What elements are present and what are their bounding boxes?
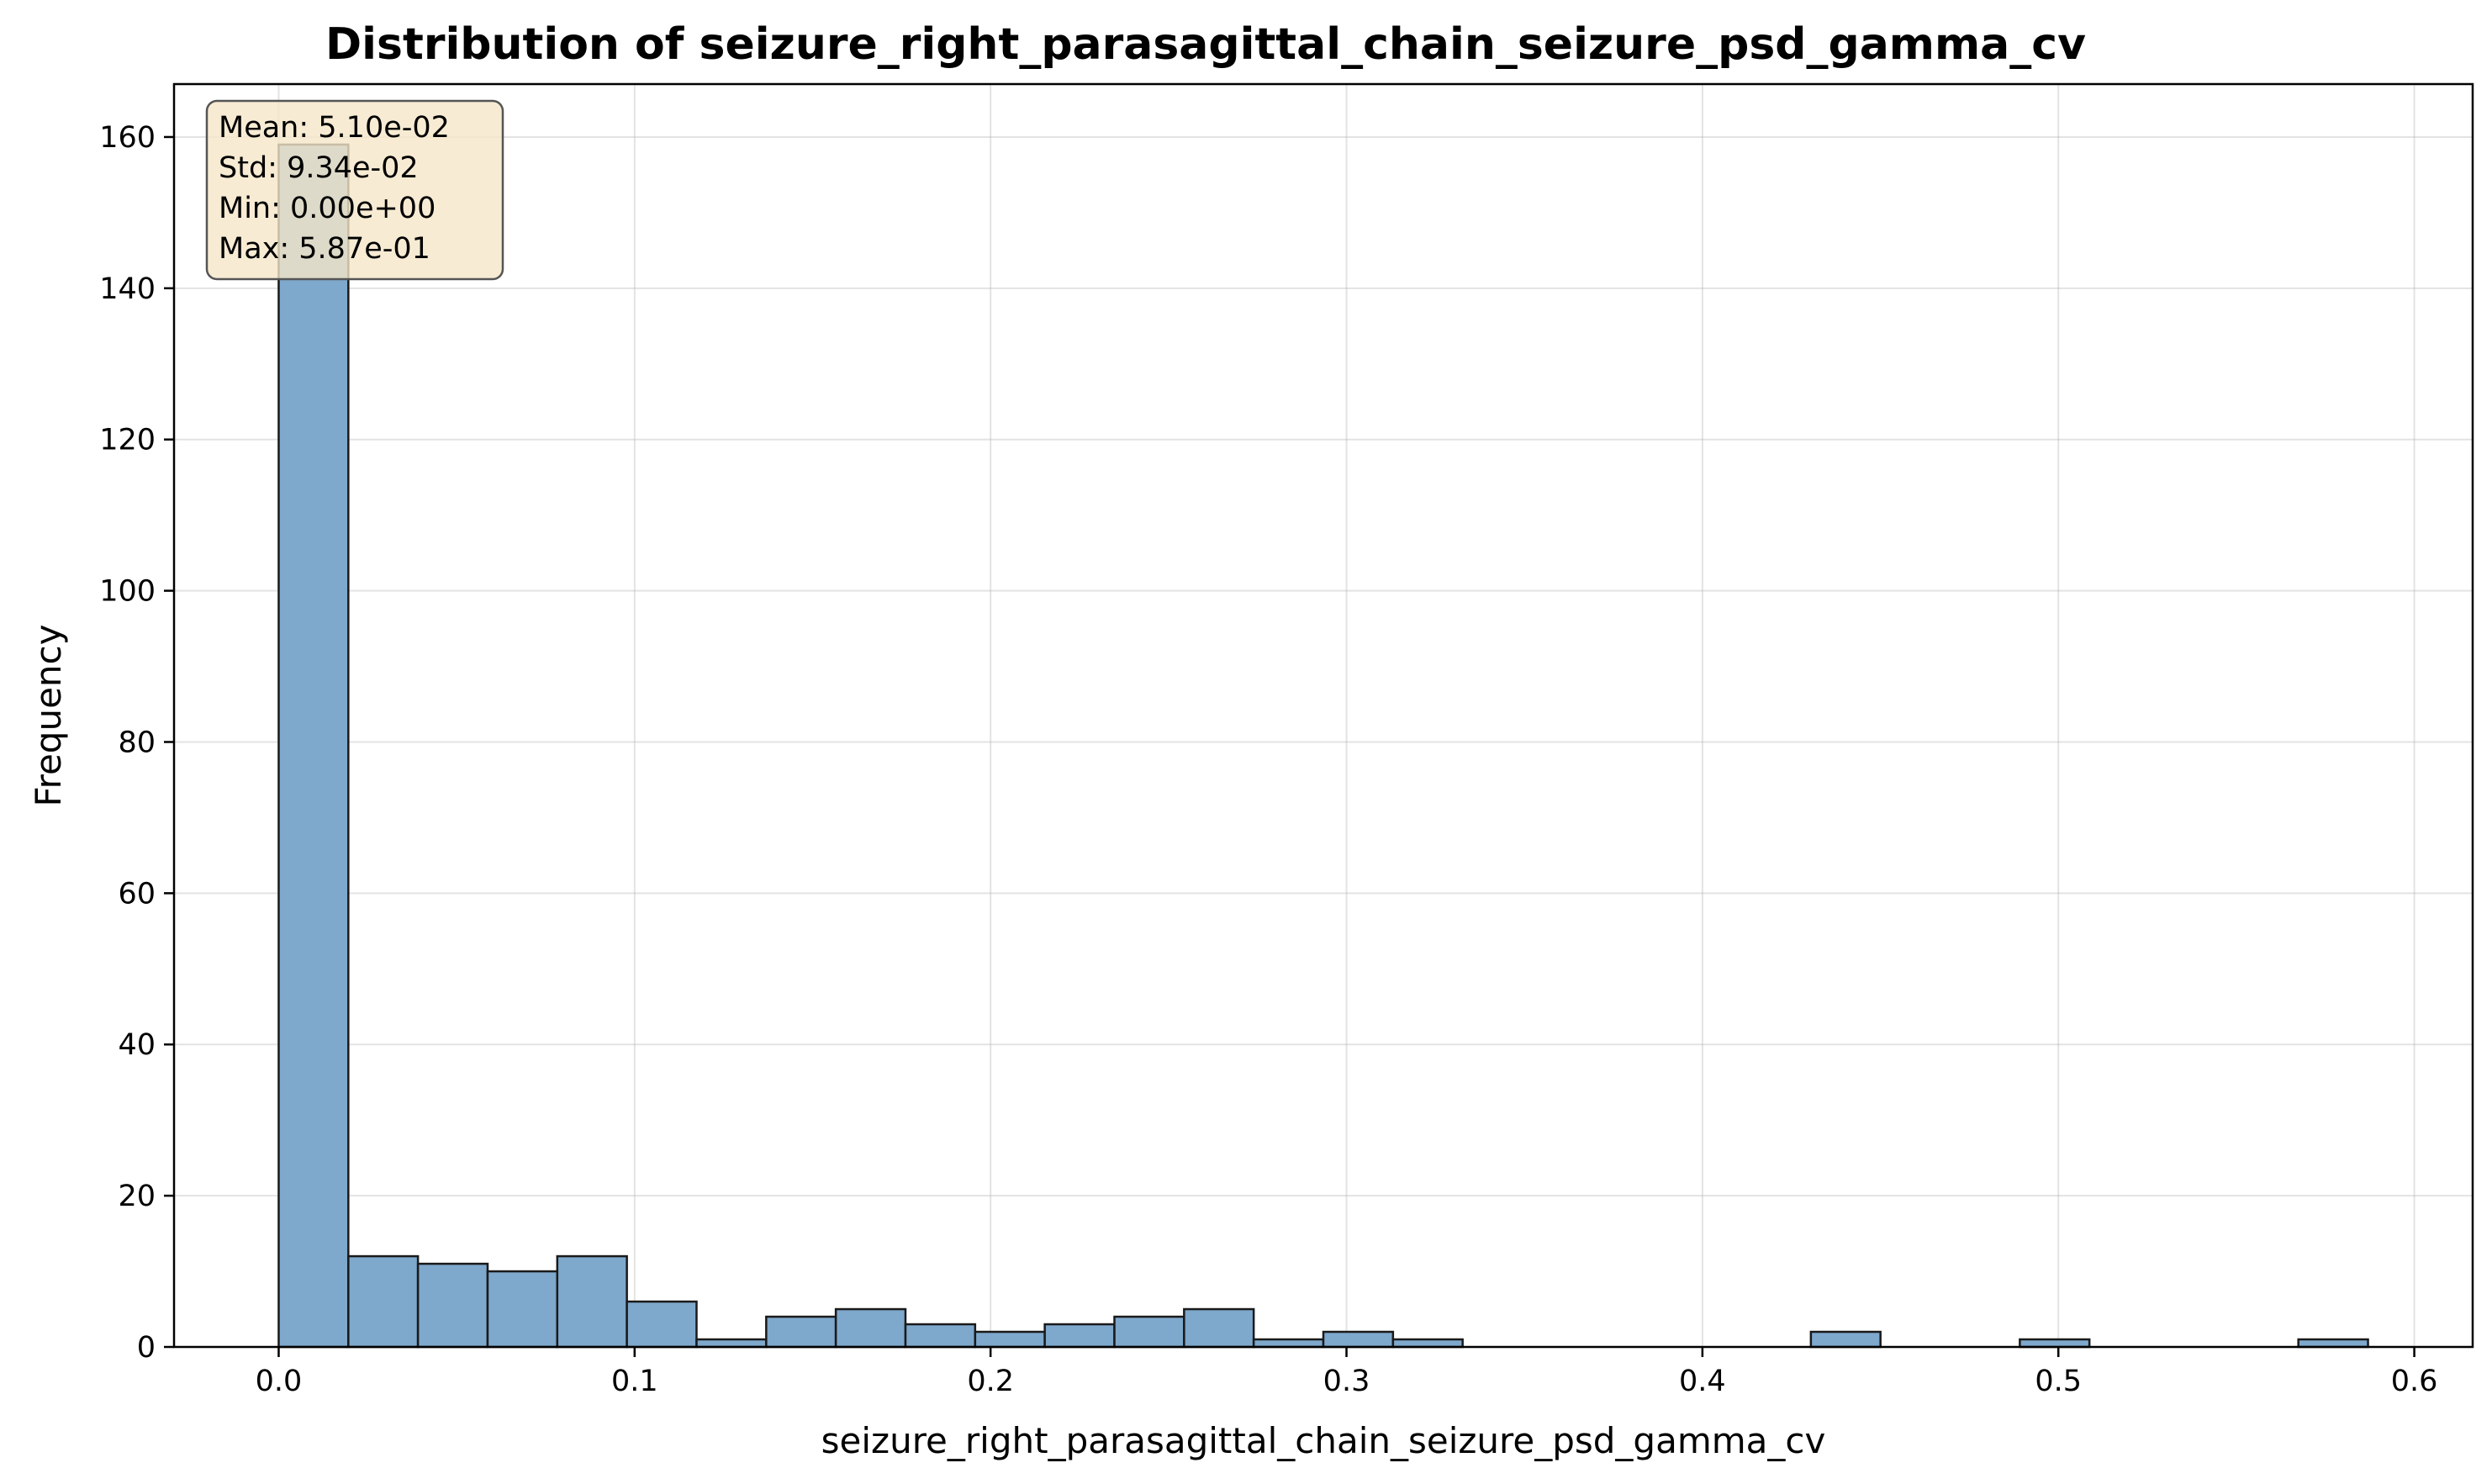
histogram-bar <box>2019 1338 2091 1349</box>
stats-box-background <box>205 99 504 281</box>
y-tick-label: 60 <box>118 877 156 911</box>
y-tick-label: 40 <box>118 1028 156 1062</box>
histogram-bar <box>1183 1307 1255 1349</box>
chart-title: Distribution of seizure_right_parasagitt… <box>325 19 2086 70</box>
histogram-bar <box>416 1262 489 1349</box>
x-tick-label: 0.1 <box>611 1365 658 1398</box>
y-tick-label: 80 <box>118 726 156 759</box>
stats-min: Min: 0.00e+00 <box>219 192 436 225</box>
y-axis-ticks: 0 20 40 60 80 100 120 140 160 <box>99 121 174 1365</box>
stats-box: Mean: 5.10e-02 Std: 9.34e-02 Min: 0.00e+… <box>205 99 504 281</box>
histogram-bar <box>834 1307 907 1349</box>
histogram-bar <box>556 1254 628 1349</box>
plot-frame <box>172 82 2474 1349</box>
histogram-bar <box>347 1254 420 1349</box>
x-tick-label: 0.4 <box>1679 1365 1726 1398</box>
x-axis-ticks: 0.0 0.1 0.2 0.3 0.4 0.5 0.6 <box>256 1347 2438 1398</box>
histogram-bar <box>626 1300 698 1349</box>
x-tick-label: 0.0 <box>256 1365 303 1398</box>
stats-max: Max: 5.87e-01 <box>219 232 430 266</box>
histogram-bar <box>904 1323 977 1349</box>
histogram-bar <box>1322 1330 1395 1349</box>
y-tick-label: 120 <box>99 424 156 457</box>
histogram-bar <box>1809 1330 1882 1349</box>
histogram-bar <box>974 1330 1046 1349</box>
stats-mean: Mean: 5.10e-02 <box>219 111 450 145</box>
histogram-bar <box>277 143 350 1349</box>
histogram-bar <box>2297 1338 2369 1349</box>
x-tick-label: 0.5 <box>2035 1365 2082 1398</box>
y-tick-label: 160 <box>99 121 156 155</box>
x-axis-label: seizure_right_parasagittal_chain_seizure… <box>821 1420 1826 1461</box>
histogram-bar <box>486 1270 559 1349</box>
y-axis-label: Frequency <box>28 625 69 807</box>
histogram-bar <box>765 1315 837 1349</box>
stats-std: Std: 9.34e-02 <box>219 151 419 185</box>
x-tick-label: 0.2 <box>967 1365 1014 1398</box>
y-tick-label: 100 <box>99 575 156 609</box>
histogram-bar <box>1391 1338 1464 1349</box>
y-tick-label: 0 <box>137 1331 156 1365</box>
histogram-bar <box>1113 1315 1185 1349</box>
x-tick-label: 0.6 <box>2391 1365 2438 1398</box>
y-tick-label: 20 <box>118 1180 156 1213</box>
histogram-bar <box>1252 1338 1325 1349</box>
x-tick-label: 0.3 <box>1323 1365 1370 1398</box>
y-tick-label: 140 <box>99 272 156 306</box>
histogram-bar <box>695 1338 768 1349</box>
histogram-bar <box>1043 1323 1116 1349</box>
